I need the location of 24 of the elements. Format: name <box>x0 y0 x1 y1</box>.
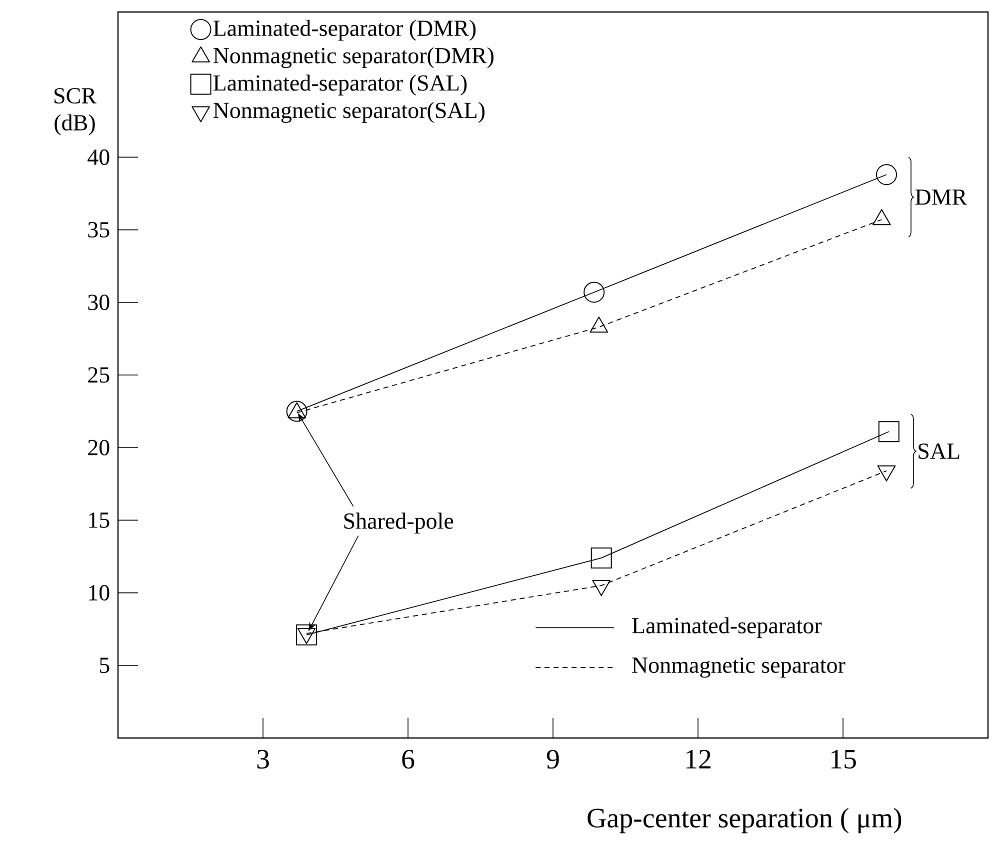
y-axis-title: SCR (dB) <box>54 88 96 136</box>
annotation: Nonmagnetic separator <box>632 657 846 678</box>
y-tick-label: 40 <box>88 149 110 165</box>
y-tick-label: 10 <box>89 585 110 601</box>
y-tick-label: 20 <box>88 440 110 456</box>
y-tick-label: 35 <box>88 222 110 238</box>
annotation: DMR <box>915 190 968 205</box>
legend-label: Laminated-separator (SAL) <box>213 74 467 96</box>
y-tick-label: 15 <box>89 512 110 528</box>
y-tick-label: 5 <box>100 658 110 674</box>
x-axis-title: Gap-center separation ( μm) <box>588 808 902 834</box>
annotation: SAL <box>918 443 960 459</box>
annotation: Laminated-separator <box>632 617 822 638</box>
annotation: Shared-pole <box>344 512 454 534</box>
y-tick-label: 25 <box>88 367 110 383</box>
x-tick-label: 9 <box>546 750 559 769</box>
legend-label: Nonmagnetic separator(DMR) <box>213 47 494 68</box>
x-tick-label: 12 <box>686 750 710 768</box>
x-tick-label: 15 <box>831 750 856 769</box>
legend-label: Laminated-separator (DMR) <box>213 20 476 41</box>
x-tick-label: 6 <box>402 750 414 769</box>
y-tick-label: 30 <box>88 294 110 310</box>
legend-label: Nonmagnetic separator(SAL) <box>213 102 485 123</box>
x-tick-label: 3 <box>257 750 269 769</box>
